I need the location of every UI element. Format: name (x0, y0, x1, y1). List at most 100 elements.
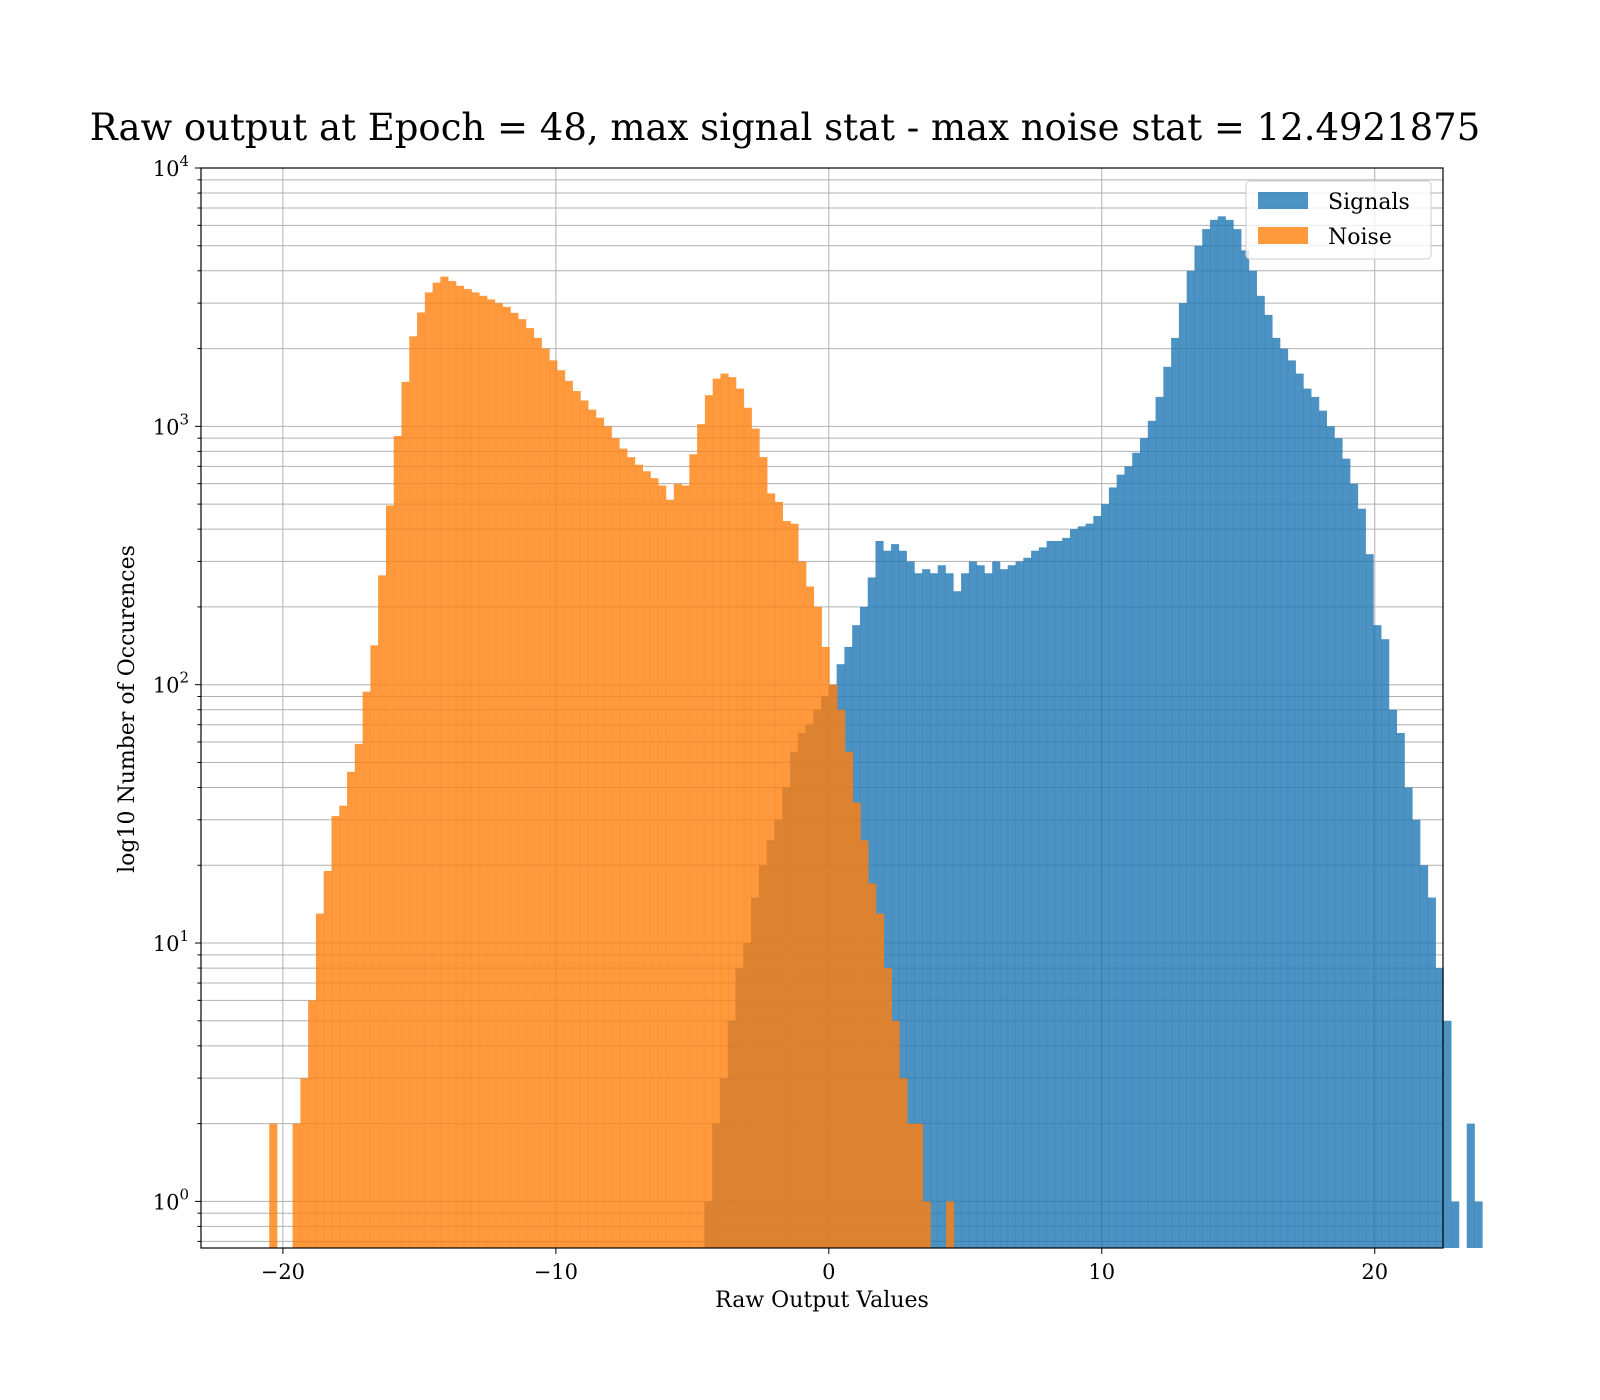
histogram-bar-noise (813, 606, 822, 1248)
histogram-bar-signals (1350, 483, 1359, 1248)
histogram-bar-signals (1140, 438, 1149, 1248)
histogram-bar-noise (269, 1123, 278, 1248)
x-tick-label: −20 (261, 1260, 305, 1284)
legend: Signals Noise (1245, 180, 1432, 260)
histogram-bar-noise (424, 292, 433, 1248)
histogram-bar-signals (1116, 474, 1125, 1248)
histogram-bar-noise (790, 523, 799, 1248)
histogram-bar-signals (1147, 420, 1156, 1249)
histogram-bar-noise (946, 1201, 955, 1248)
x-axis-label: Raw Output Values (715, 1288, 929, 1313)
histogram-bar-signals (1054, 540, 1063, 1248)
histogram-bar-signals (1124, 466, 1133, 1248)
histogram-bar-noise (479, 295, 488, 1248)
histogram-bar-signals (1046, 540, 1055, 1248)
histogram-bar-signals (1256, 295, 1265, 1248)
histogram-bar-noise (572, 391, 581, 1249)
histogram-bar-signals (1295, 373, 1304, 1248)
histogram-bar-signals (1031, 550, 1040, 1248)
histogram-bar-noise (323, 871, 332, 1248)
histogram-bar-noise (627, 457, 636, 1248)
histogram-bar-noise (837, 709, 846, 1248)
histogram-bar-noise (914, 1123, 924, 1248)
histogram-bar-noise (712, 378, 721, 1248)
histogram-bar-noise (409, 336, 418, 1248)
histogram-bar-noise (393, 435, 402, 1248)
histogram-bar-signals (953, 591, 962, 1248)
histogram-bar-noise (362, 691, 371, 1248)
histogram-bar-noise (580, 400, 589, 1248)
x-tick-label: 0 (822, 1260, 835, 1284)
histogram-bar-signals (976, 565, 985, 1248)
histogram-bar-noise (774, 501, 783, 1248)
histogram-bar-signals (1381, 639, 1390, 1248)
chart-title: Raw output at Epoch = 48, max signal sta… (90, 106, 1481, 149)
histogram-bar-signals (914, 573, 923, 1248)
histogram-bar-signals (961, 573, 970, 1248)
histogram-bar-noise (650, 478, 659, 1248)
histogram-bar-noise (759, 457, 768, 1248)
histogram-bar-noise (720, 373, 729, 1248)
histogram-bar-noise (347, 771, 356, 1248)
histogram-bar-noise (821, 646, 830, 1248)
histogram-bar-noise (728, 377, 737, 1248)
histogram-bar-signals (1443, 1020, 1452, 1248)
histogram-bar-noise (619, 448, 628, 1248)
histogram-bar-noise (806, 586, 815, 1248)
histogram-bar-noise (339, 805, 348, 1248)
histogram-bar-signals (1101, 504, 1110, 1248)
y-tick-label: 103 (153, 410, 189, 439)
histogram-bar-signals (1435, 968, 1444, 1248)
histogram-bar-signals (1225, 219, 1234, 1249)
histogram-bar-signals (1202, 229, 1211, 1249)
histogram-bar-noise (463, 289, 472, 1248)
histogram-bar-signals (1451, 1201, 1460, 1248)
histogram-bar-signals (1342, 458, 1351, 1248)
histogram-bar-signals (999, 569, 1009, 1248)
histogram-bar-noise (603, 426, 612, 1248)
histogram-bar-signals (1474, 1201, 1483, 1248)
histogram-bar-noise (471, 292, 480, 1248)
histogram-bar-signals (1388, 709, 1398, 1248)
axis-ticks: −20 −10 0 10 20 100 101 102 103 104 (153, 152, 1388, 1284)
histogram-bar-noise (673, 483, 682, 1248)
histogram-bar-signals (1427, 897, 1436, 1248)
histogram-bar-signals (1015, 561, 1024, 1248)
histogram-bar-signals (1264, 314, 1273, 1249)
histogram-bar-noise (541, 348, 550, 1248)
histogram-bar-signals (1108, 487, 1117, 1248)
histogram-bar-noise (899, 1078, 908, 1248)
histogram-bar-noise (922, 1201, 931, 1248)
histogram-bar-signals (1038, 547, 1047, 1248)
histogram-bar-noise (557, 370, 566, 1248)
histogram-bar-signals (1241, 250, 1250, 1248)
histogram-bar-signals (937, 565, 946, 1248)
histogram-bars (269, 216, 1483, 1249)
histogram-bar-noise (300, 1078, 309, 1248)
histogram-bar-noise (868, 883, 877, 1248)
histogram-bar-signals (1334, 438, 1343, 1248)
histogram-bar-signals (1357, 508, 1366, 1248)
histogram-bar-signals (1272, 337, 1281, 1248)
histogram-bar-noise (829, 684, 838, 1248)
histogram-bar-signals (1069, 529, 1079, 1248)
histogram-bar-signals (1023, 557, 1032, 1248)
histogram-bar-signals (1466, 1123, 1475, 1248)
legend-label-signals: Signals (1328, 190, 1410, 215)
histogram-bar-signals (984, 573, 993, 1248)
histogram-bar-noise (533, 337, 542, 1248)
histogram-bar-noise (588, 409, 597, 1248)
plot-area-frame (200, 167, 1444, 1249)
histogram-bar-signals (1007, 565, 1016, 1248)
legend-swatch-noise (1258, 227, 1308, 244)
histogram-bar-noise (681, 485, 690, 1248)
histogram-bar-signals (1217, 216, 1226, 1249)
histogram-bar-signals (1132, 452, 1141, 1248)
histogram-bar-noise (595, 417, 605, 1248)
histogram-bar-signals (1248, 270, 1257, 1249)
histogram-bar-signals (1085, 523, 1094, 1248)
histogram-bar-noise (852, 802, 861, 1248)
histogram-bar-signals (1194, 245, 1203, 1248)
histogram-bar-noise (378, 575, 387, 1248)
histogram-bar-noise (876, 913, 885, 1248)
